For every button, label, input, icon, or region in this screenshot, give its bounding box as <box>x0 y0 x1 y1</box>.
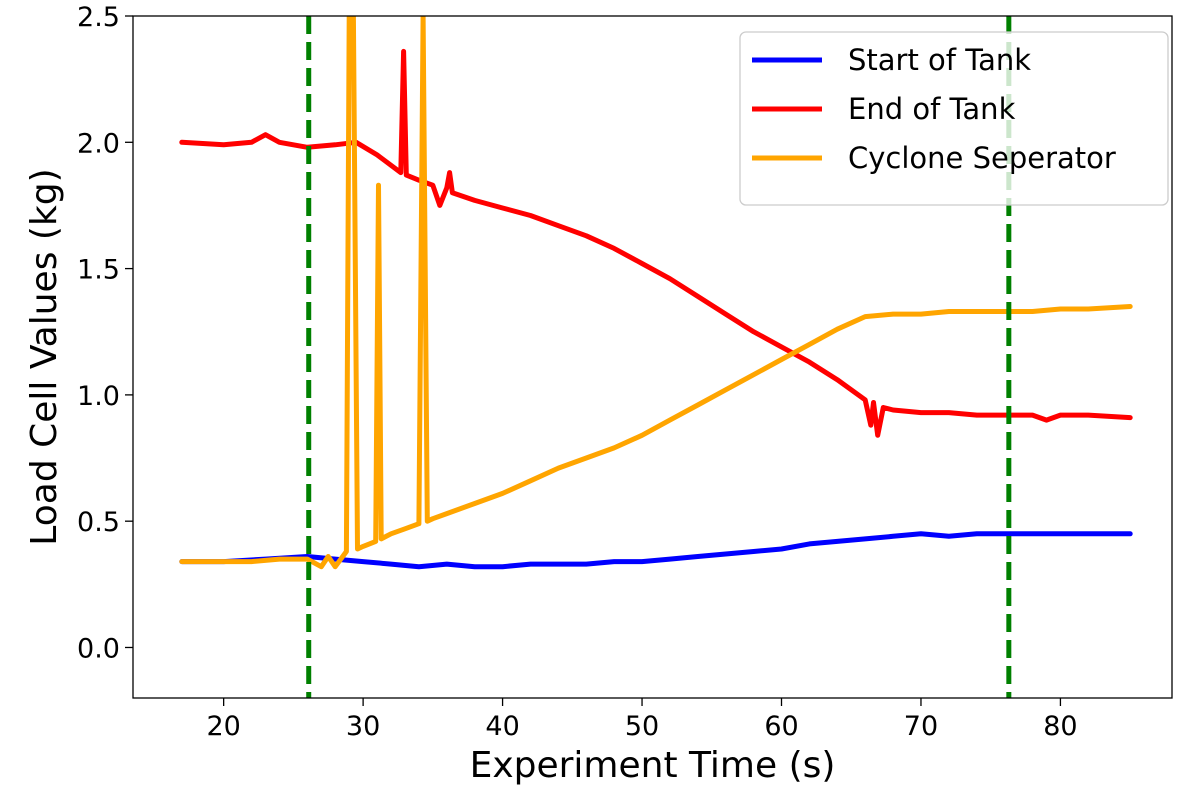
y-tick-label: 0.0 <box>77 633 120 664</box>
x-tick-label: 60 <box>764 711 798 742</box>
y-tick-label: 2.5 <box>77 2 120 33</box>
series-layer <box>179 16 1133 570</box>
x-tick-label: 20 <box>206 711 240 742</box>
plot-frame <box>132 15 1173 699</box>
x-axis-title: Experiment Time (s) <box>470 745 836 786</box>
series-line-1 <box>179 48 1133 438</box>
x-tick-label: 80 <box>1043 711 1077 742</box>
series-line-2 <box>179 16 1133 570</box>
series-line-0 <box>179 531 1133 570</box>
legend-box <box>739 31 1169 206</box>
legend: Start of Tank End of Tank Cyclone Seperato… <box>739 31 1169 206</box>
y-tick-label: 1.0 <box>77 381 120 412</box>
y-axis-ticks: 0.0 0.5 1.0 1.5 2.0 2.5 <box>77 2 133 664</box>
y-tick-label: 1.5 <box>77 255 120 286</box>
x-tick-label: 30 <box>346 711 380 742</box>
y-axis-title: Load Cell Values (kg) <box>24 168 65 545</box>
legend-label: End of Tank <box>848 92 1016 126</box>
x-tick-label: 50 <box>625 711 659 742</box>
x-axis-ticks: 20 30 40 50 60 70 80 <box>206 698 1078 742</box>
legend-label: Start of Tank <box>848 43 1031 77</box>
y-tick-label: 2.0 <box>77 128 120 159</box>
y-tick-label: 0.5 <box>77 507 120 538</box>
x-tick-label: 70 <box>904 711 938 742</box>
legend-label: Cyclone Seperator <box>848 141 1116 175</box>
x-tick-label: 40 <box>485 711 519 742</box>
